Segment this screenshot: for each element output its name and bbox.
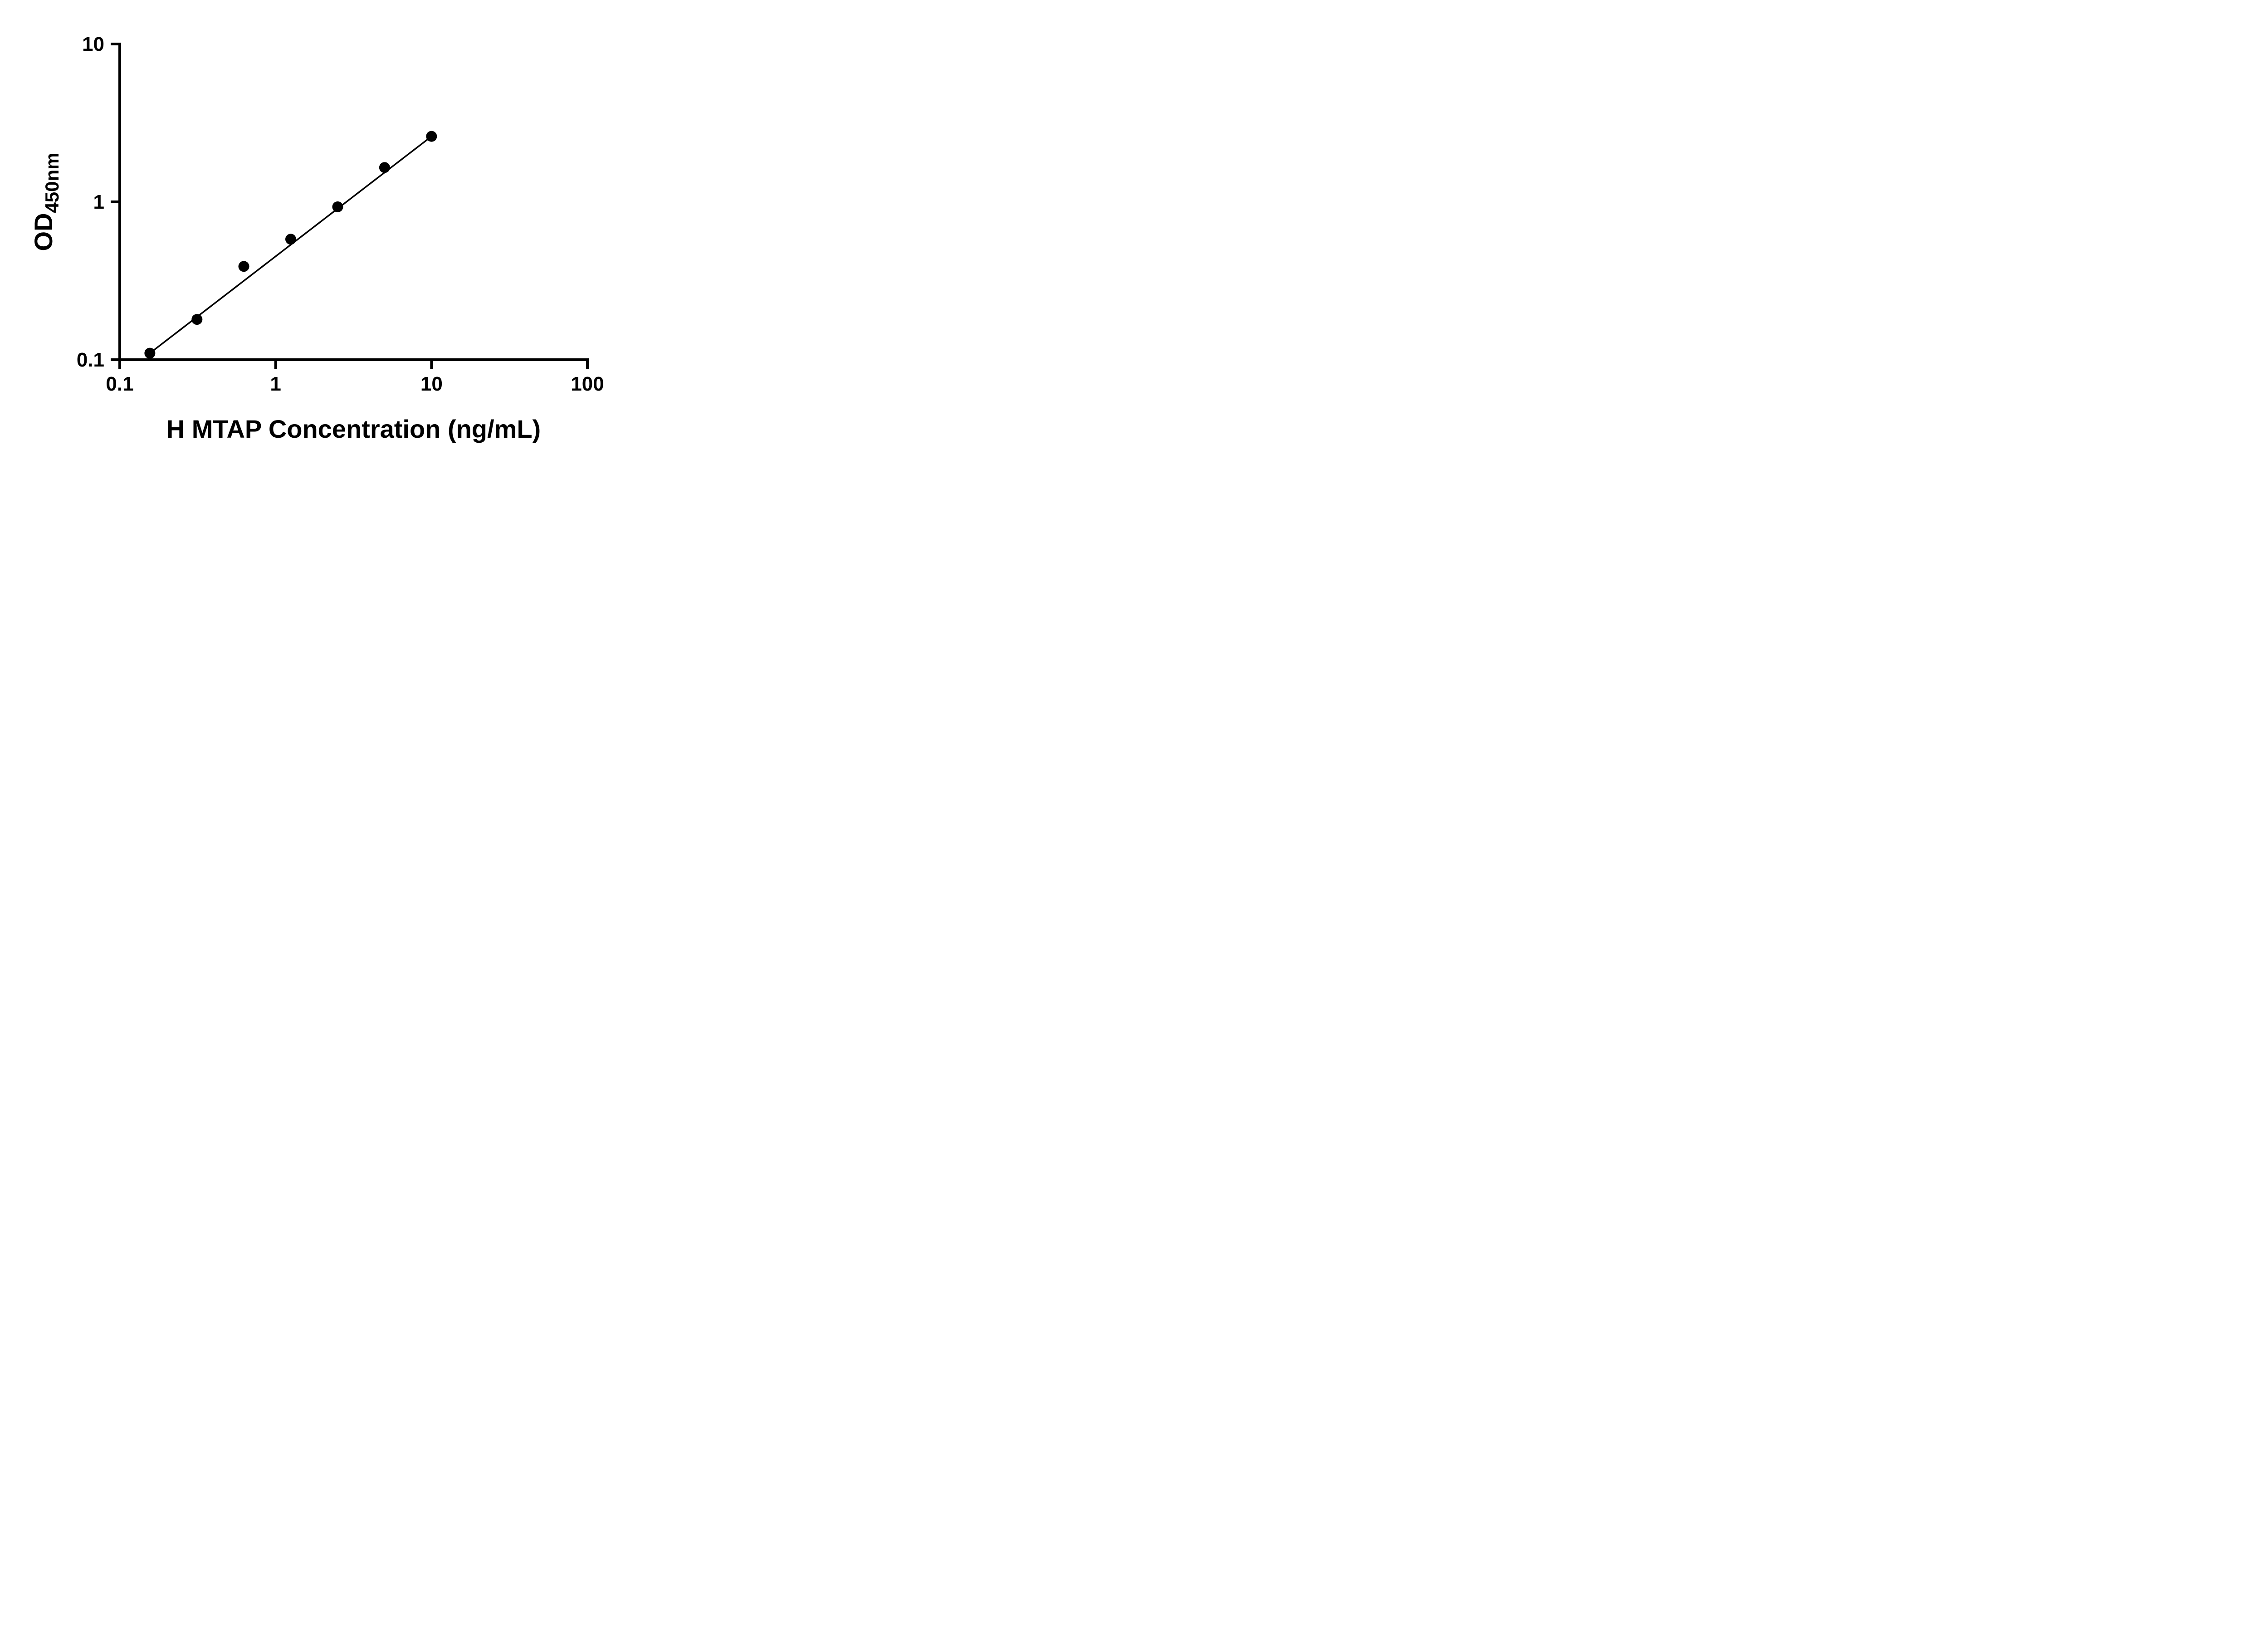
data-point xyxy=(426,131,437,142)
data-point xyxy=(238,261,249,272)
y-tick-label: 1 xyxy=(93,191,104,213)
x-axis-title: H MTAP Concentration (ng/mL) xyxy=(166,415,541,443)
x-tick-label: 100 xyxy=(571,373,604,395)
data-point xyxy=(379,162,390,173)
y-axis-title: OD450nm xyxy=(29,152,63,251)
data-point xyxy=(332,201,343,212)
y-tick-label: 0.1 xyxy=(77,349,104,371)
y-tick-label: 10 xyxy=(82,33,104,55)
chart-canvas: 0.1 1 10 100 0.1 1 10 H MTAP Concentration (ng/… xyxy=(29,33,604,443)
x-tick-label: 0.1 xyxy=(106,373,133,395)
x-tick-label: 10 xyxy=(420,373,443,395)
elisa-standard-curve-figure: 0.1 1 10 100 0.1 1 10 H MTAP Concentration (ng/… xyxy=(0,0,636,454)
data-point xyxy=(144,347,156,359)
y-axis-title-main: OD xyxy=(29,213,58,251)
y-axis-title-subscript: 450nm xyxy=(41,152,63,213)
data-point xyxy=(285,234,296,245)
x-tick-label: 1 xyxy=(270,373,281,395)
data-point xyxy=(191,314,203,325)
